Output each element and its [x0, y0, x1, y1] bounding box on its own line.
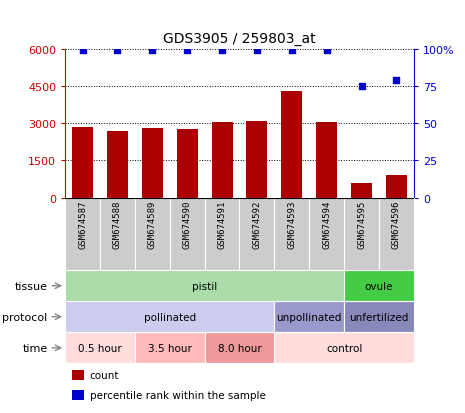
Bar: [246, 121, 267, 198]
Bar: [274, 301, 344, 332]
Bar: [212, 123, 232, 198]
Bar: [379, 198, 414, 271]
Text: GSM674587: GSM674587: [78, 200, 87, 249]
Bar: [135, 332, 205, 363]
Bar: [205, 198, 239, 271]
Text: GSM674593: GSM674593: [287, 200, 296, 249]
Bar: [72, 390, 84, 400]
Text: count: count: [89, 370, 119, 380]
Text: 0.5 hour: 0.5 hour: [78, 343, 122, 353]
Text: GSM674589: GSM674589: [148, 200, 157, 249]
Text: GSM674588: GSM674588: [113, 200, 122, 249]
Text: GSM674591: GSM674591: [218, 200, 226, 249]
Bar: [72, 370, 84, 380]
Bar: [274, 198, 309, 271]
Text: GSM674596: GSM674596: [392, 200, 401, 249]
Point: [253, 48, 260, 55]
Point: [113, 48, 121, 55]
Bar: [351, 183, 372, 198]
Text: GSM674595: GSM674595: [357, 200, 366, 249]
Bar: [135, 198, 170, 271]
Bar: [170, 198, 205, 271]
Point: [288, 48, 296, 55]
Text: GSM674594: GSM674594: [322, 200, 331, 249]
Text: pistil: pistil: [192, 281, 217, 291]
Text: 3.5 hour: 3.5 hour: [148, 343, 192, 353]
Bar: [100, 198, 135, 271]
Bar: [281, 92, 302, 198]
Title: GDS3905 / 259803_at: GDS3905 / 259803_at: [163, 32, 316, 46]
Text: pollinated: pollinated: [144, 312, 196, 322]
Text: control: control: [326, 343, 362, 353]
Point: [79, 48, 86, 55]
Point: [358, 83, 365, 90]
Bar: [344, 301, 414, 332]
Text: unpollinated: unpollinated: [277, 312, 342, 322]
Bar: [65, 301, 274, 332]
Bar: [65, 198, 100, 271]
Bar: [65, 332, 135, 363]
Bar: [239, 198, 274, 271]
Bar: [344, 198, 379, 271]
Text: tissue: tissue: [15, 281, 47, 291]
Text: ovule: ovule: [365, 281, 393, 291]
Text: GSM674590: GSM674590: [183, 200, 192, 249]
Bar: [107, 131, 128, 198]
Text: percentile rank within the sample: percentile rank within the sample: [89, 390, 266, 400]
Bar: [72, 128, 93, 198]
Point: [148, 48, 156, 55]
Bar: [344, 271, 414, 301]
Point: [393, 78, 400, 84]
Bar: [386, 176, 407, 198]
Text: time: time: [22, 343, 47, 353]
Text: 8.0 hour: 8.0 hour: [218, 343, 261, 353]
Text: GSM674592: GSM674592: [252, 200, 261, 249]
Bar: [274, 332, 414, 363]
Text: protocol: protocol: [2, 312, 47, 322]
Bar: [177, 130, 198, 198]
Point: [183, 48, 191, 55]
Point: [219, 48, 226, 55]
Bar: [205, 332, 274, 363]
Bar: [309, 198, 344, 271]
Bar: [316, 123, 337, 198]
Text: unfertilized: unfertilized: [349, 312, 409, 322]
Bar: [142, 129, 163, 198]
Bar: [65, 271, 344, 301]
Point: [323, 48, 331, 55]
